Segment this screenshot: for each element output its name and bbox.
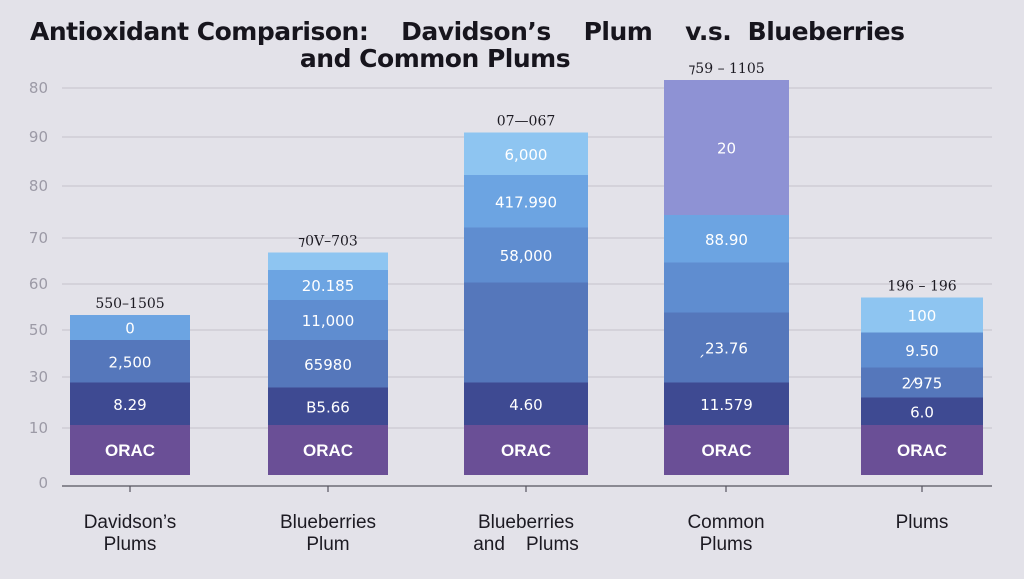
bar-segment [70, 315, 190, 340]
y-tick-label: 80 [29, 177, 48, 195]
bar-segment [664, 80, 789, 215]
x-category-label: and Plums [473, 534, 579, 555]
y-tick-label: 60 [29, 275, 48, 293]
bar-segment [464, 175, 588, 228]
segment-value-label: 20 [717, 140, 736, 158]
bar-top-label: 550–1505 [95, 296, 164, 312]
segment-value-label: 58,000 [500, 247, 553, 265]
bar-segment [268, 340, 388, 388]
orac-label: ORAC [701, 441, 751, 460]
segment-value-label: 8.29 [113, 396, 146, 414]
segment-value-label: 100 [908, 307, 937, 325]
segment-value-label: 11,000 [302, 312, 355, 330]
orac-label: ORAC [501, 441, 551, 460]
bar-segment [268, 300, 388, 340]
bar-segment [861, 332, 983, 368]
x-category-label: Plum [306, 534, 349, 555]
orac-label: ORAC [303, 441, 353, 460]
segment-value-label: 417.990 [495, 193, 557, 211]
chart-title-line-2: and Common Plums [299, 44, 571, 73]
y-tick-label: 90 [29, 128, 48, 146]
segment-value-label: B5.66 [306, 398, 350, 416]
bar-segment [464, 282, 588, 383]
bar-segment [70, 382, 190, 425]
bar-segment [861, 367, 983, 398]
bar-top-label: 07—067 [497, 114, 556, 130]
y-tick-label: 30 [29, 368, 48, 386]
x-category-label: Blueberries [280, 512, 376, 533]
x-category-label: Blueberries [478, 512, 574, 533]
bar-segment [861, 397, 983, 425]
bar-segment [861, 425, 983, 475]
segment-value-label: 4.60 [509, 396, 542, 414]
bar-segment [70, 340, 190, 383]
y-tick-label: 10 [29, 419, 48, 437]
orac-label: ORAC [105, 441, 155, 460]
bar-segment [464, 425, 588, 475]
bar-segment [268, 387, 388, 425]
bar-top-label: ⁊0V–703 [298, 234, 358, 250]
x-category-label: Plums [104, 534, 157, 555]
segment-value-label: 0 [125, 320, 135, 338]
bar-segment [464, 382, 588, 425]
x-category-label: Davidson’s [84, 512, 177, 533]
segment-value-label: 65980 [304, 356, 352, 374]
bar-segment [664, 312, 789, 383]
bar-segment [861, 297, 983, 333]
bar-segment [268, 270, 388, 300]
segment-value-label: 6.0 [910, 403, 934, 421]
segment-value-label: 2⁄975 [902, 375, 943, 393]
bar-top-label: ⁊59 – 1105 [688, 61, 764, 77]
bar-top-label: 196 – 196 [887, 279, 956, 295]
y-tick-label: 70 [29, 229, 48, 247]
bar-segment [464, 132, 588, 175]
y-tick-label: 80 [29, 79, 48, 97]
bar-segment [268, 252, 388, 270]
y-tick-label: 50 [29, 321, 48, 339]
segment-value-label: ̗23.76 [700, 340, 748, 358]
bar-segment [664, 215, 789, 263]
bar-segment [664, 382, 789, 425]
segment-value-label: 6,000 [505, 146, 548, 164]
segment-value-label: 88.90 [705, 231, 748, 249]
orac-label: ORAC [897, 441, 947, 460]
y-tick-label: 0 [38, 474, 48, 492]
segment-value-label: 9.50 [905, 342, 938, 360]
x-category-label: Plums [896, 512, 949, 533]
segment-value-label: 2,500 [109, 353, 152, 371]
x-category-label: Plums [700, 534, 753, 555]
bar-segment [464, 227, 588, 283]
bar-segment [268, 425, 388, 475]
bar-segment [664, 425, 789, 475]
segment-value-label: 20.185 [302, 277, 355, 295]
bar-segment [664, 262, 789, 313]
x-category-label: Common [687, 512, 764, 533]
bar-segment [70, 425, 190, 475]
segment-value-label: 11.579 [700, 396, 753, 414]
